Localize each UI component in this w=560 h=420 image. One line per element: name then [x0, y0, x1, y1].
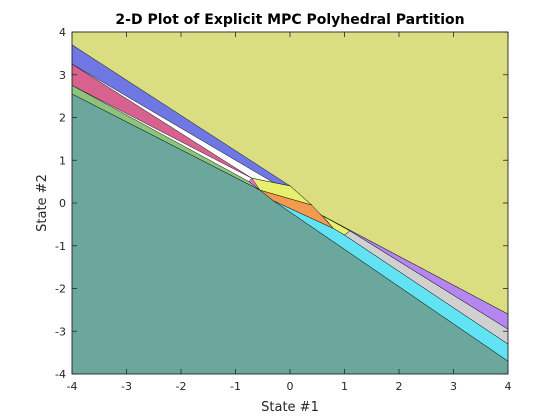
x-tick-label-6: 2: [396, 380, 403, 393]
y-ticks: -4 -3 -2 -1 0 1 2 3 4: [55, 26, 508, 381]
x-tick-label-7: 3: [450, 380, 457, 393]
chart-title: 2-D Plot of Explicit MPC Polyhedral Part…: [115, 12, 464, 28]
y-tick-label-1: -3: [55, 325, 66, 338]
x-tick-label-5: 1: [341, 380, 348, 393]
y-tick-label-7: 3: [59, 69, 66, 82]
y-tick-label-5: 1: [59, 154, 66, 167]
y-tick-label-4: 0: [59, 197, 66, 210]
x-ticks: -4 -3 -2 -1 0 1 2 3 4: [67, 32, 512, 393]
y-tick-label-2: -2: [55, 283, 66, 296]
y-tick-label-3: -1: [55, 240, 66, 253]
x-tick-label-0: -4: [67, 380, 78, 393]
y-tick-label-6: 2: [59, 112, 66, 125]
y-tick-label-0: -4: [55, 368, 66, 381]
x-tick-label-2: -2: [176, 380, 187, 393]
x-axis-label: State #1: [261, 400, 319, 415]
x-tick-label-3: -1: [230, 380, 241, 393]
regions-layer: [71, 31, 509, 375]
x-tick-label-8: 4: [505, 380, 512, 393]
y-axis-label: State #2: [35, 174, 50, 232]
y-tick-label-8: 4: [59, 26, 66, 39]
x-tick-label-1: -3: [121, 380, 132, 393]
x-tick-label-4: 0: [287, 380, 294, 393]
